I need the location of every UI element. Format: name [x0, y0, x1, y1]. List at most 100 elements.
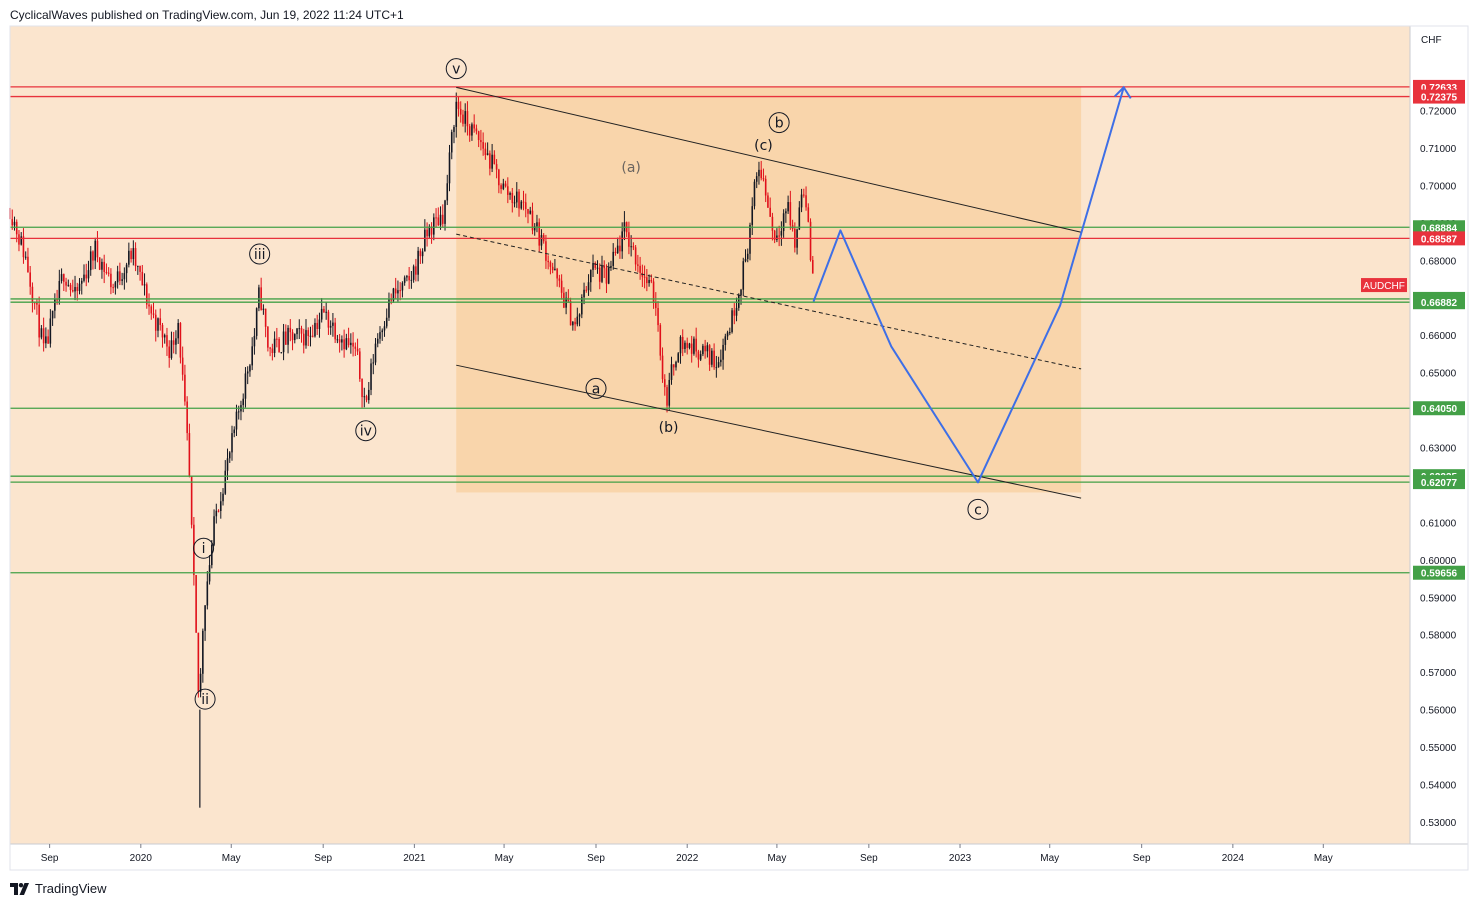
- candle-body: [244, 373, 247, 399]
- wave-label: c: [974, 502, 982, 518]
- candle-body: [11, 219, 14, 226]
- candle-body: [403, 277, 406, 283]
- candle-body: [592, 263, 594, 270]
- x-tick-label: May: [1040, 853, 1059, 864]
- candle-body: [394, 288, 397, 294]
- candle-body: [482, 142, 484, 149]
- candle-body: [581, 297, 583, 315]
- candle-body: [755, 176, 758, 182]
- candle-body: [110, 273, 112, 288]
- candle-body: [531, 210, 534, 231]
- candle-body: [520, 201, 523, 209]
- candle-body: [569, 301, 572, 326]
- candles-layer: [9, 92, 814, 808]
- candle-body: [607, 267, 610, 284]
- price-tag-label: 0.72375: [1421, 93, 1458, 104]
- candle-body: [40, 328, 43, 338]
- symbol-tag: [1361, 278, 1407, 293]
- y-tick-label: 0.71000: [1420, 144, 1457, 155]
- candle-body: [228, 452, 231, 459]
- channel-mid-line: [456, 233, 1082, 370]
- y-tick-label: 0.58000: [1420, 631, 1457, 642]
- x-tick-label: May: [222, 853, 241, 864]
- wave-label: (c): [754, 138, 773, 154]
- candle-body: [751, 206, 754, 225]
- candle-body: [172, 340, 175, 345]
- candle-body: [253, 335, 256, 347]
- candle-body: [121, 279, 123, 281]
- candle-body: [670, 364, 673, 380]
- candle-body: [464, 111, 467, 124]
- candle-body: [316, 322, 319, 329]
- channel-layer: [456, 86, 1082, 499]
- publisher-caption: CyclicalWaves published on TradingView.c…: [10, 8, 404, 22]
- candle-body: [370, 363, 372, 390]
- candle-body: [51, 310, 54, 319]
- candle-body: [424, 229, 426, 252]
- candle-body: [347, 338, 350, 346]
- candle-body: [484, 148, 487, 156]
- candle-body: [504, 183, 507, 187]
- wave-label: ii: [201, 692, 209, 708]
- candle-body: [589, 269, 592, 283]
- candle-body: [518, 191, 520, 209]
- wave-label: (a): [621, 160, 641, 176]
- candle-body: [690, 343, 693, 354]
- candle-body: [163, 335, 166, 338]
- candle-body: [36, 302, 38, 305]
- candle-body: [177, 322, 179, 339]
- candle-body: [511, 192, 514, 204]
- candle-body: [56, 299, 58, 301]
- wave-label-circle: [194, 688, 216, 710]
- candle-body: [22, 236, 25, 258]
- candle-body: [343, 339, 345, 350]
- candle-body: [507, 186, 509, 195]
- candle-body: [345, 338, 348, 350]
- candle-body: [771, 216, 774, 231]
- candle-body: [742, 261, 745, 290]
- candle-body: [556, 268, 558, 279]
- candle-body: [49, 318, 52, 344]
- candle-body: [29, 272, 31, 287]
- candle-body: [558, 278, 561, 281]
- candle-body: [720, 359, 722, 363]
- candle-body: [533, 226, 536, 231]
- candle-body: [401, 282, 404, 291]
- candle-body: [724, 336, 727, 345]
- candle-body: [217, 510, 220, 512]
- candle-body: [789, 202, 792, 226]
- candle-body: [807, 207, 810, 222]
- candle-body: [262, 308, 265, 310]
- candle-body: [264, 308, 267, 327]
- candle-body: [811, 260, 814, 274]
- tradingview-logo-icon: [10, 882, 29, 895]
- candle-body: [329, 325, 332, 328]
- candle-body: [740, 289, 742, 296]
- candle-body: [388, 298, 390, 318]
- price-tag: [1413, 231, 1465, 246]
- candle-body: [489, 153, 491, 169]
- candle-body: [219, 501, 222, 511]
- candle-body: [598, 267, 601, 282]
- price-axis[interactable]: CHF 0.720000.710000.700000.690000.680000…: [1409, 26, 1468, 870]
- candle-body: [412, 266, 415, 280]
- candle-body: [63, 274, 65, 282]
- time-axis[interactable]: Sep 2020 May Sep 2021 May Sep 2022 May Sep 2023 May…: [10, 843, 1468, 870]
- candle-body: [101, 261, 103, 270]
- candle-body: [134, 248, 137, 267]
- candle-body: [605, 268, 608, 284]
- wave-label-circle: [585, 377, 607, 399]
- candle-body: [603, 265, 606, 269]
- tradingview-logo[interactable]: TradingView: [10, 881, 107, 896]
- y-tick-label: 0.68000: [1420, 256, 1457, 267]
- candle-body: [659, 325, 662, 356]
- y-tick-label: 0.60000: [1420, 556, 1457, 567]
- candle-body: [314, 322, 316, 337]
- candle-body: [213, 516, 215, 545]
- y-tick-label: 0.65000: [1420, 369, 1457, 380]
- candle-body: [141, 271, 144, 286]
- candle-body: [744, 258, 747, 262]
- symbol-tag-layer: AUDCHF: [1361, 278, 1407, 293]
- candle-body: [197, 632, 200, 692]
